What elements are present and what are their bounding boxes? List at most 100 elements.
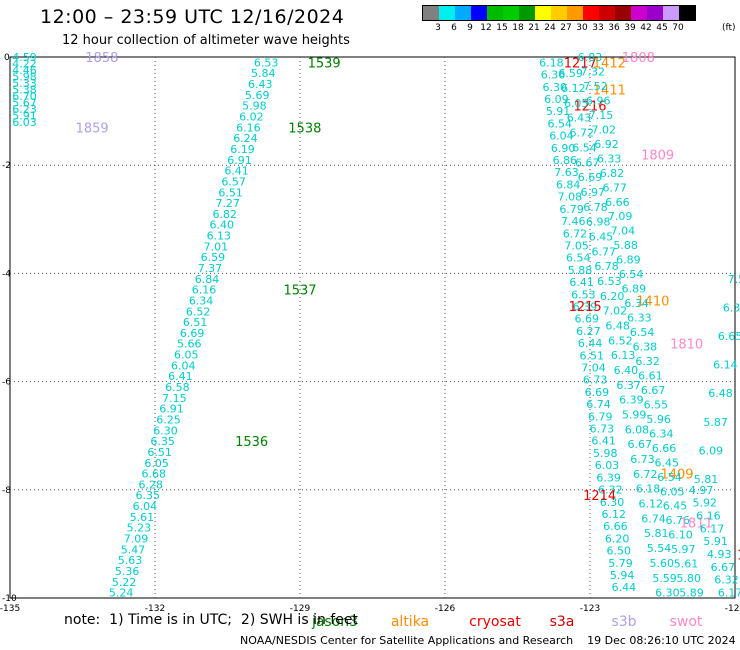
wave-height-value: 7.46: [561, 215, 586, 228]
pass-time-label: 1217: [564, 56, 597, 71]
legend-s3a: s3a: [550, 614, 575, 630]
pass-time-label: 1858: [85, 51, 118, 66]
pass-time-label: 1412: [593, 56, 626, 71]
wave-height-value: 5.80: [677, 572, 702, 585]
wave-height-value: 6.33: [597, 152, 622, 165]
wave-height-value: 6.67: [575, 156, 600, 169]
wave-height-value: 6.18: [539, 56, 564, 69]
wave-height-value: 5.88: [568, 264, 593, 277]
colorbar-swatch: [439, 6, 455, 20]
y-tick-label: -4: [2, 269, 11, 279]
legend-s3b: s3b: [611, 614, 636, 630]
wave-height-value: 7.15: [162, 392, 187, 405]
wave-height-value: 6.82: [212, 208, 237, 221]
wave-height-value: 6.34: [649, 427, 674, 440]
chart-title: 12:00 – 23:59 UTC 12/16/2024: [40, 6, 345, 28]
colorbar-tick-label: 3: [435, 23, 441, 33]
wave-height-value: 6.20: [605, 532, 630, 545]
wave-height-value: 6.66: [603, 520, 628, 533]
wave-height-value: 5.63: [118, 554, 143, 567]
wave-height-value: 6.05: [660, 485, 685, 498]
y-tick-label: -8: [2, 486, 11, 496]
credit-text: NOAA/NESDIS Center for Satellite Applica…: [240, 634, 736, 647]
wave-height-value: 6.54: [657, 471, 682, 484]
wave-height-value: 7.27: [215, 197, 240, 210]
wave-height-value: 6.61: [638, 369, 663, 382]
wave-height-value: 6.53: [597, 275, 622, 288]
wave-height-value: 6.74: [641, 512, 666, 525]
wave-height-value: 5.24: [109, 587, 134, 600]
wave-height-value: 6.17: [718, 587, 740, 600]
colorbar-tick-label: 36: [608, 23, 620, 33]
pass-time-label: 1537: [283, 284, 316, 299]
wave-height-value: 6.28: [139, 478, 164, 491]
y-tick-label: -10: [2, 594, 17, 604]
wave-height-value: 6.41: [569, 276, 594, 289]
wave-height-value: 6.96: [586, 94, 611, 107]
wave-height-value: 6.13: [207, 230, 232, 243]
x-tick-label: -135: [0, 604, 20, 614]
wave-height-value: 4.59: [12, 51, 37, 64]
pass-time-label: 1411: [593, 83, 626, 98]
wave-height-value: 6.32: [635, 355, 660, 368]
wave-height-value: 5.22: [112, 576, 137, 589]
wave-height-value: 6.67: [641, 384, 666, 397]
colorbar-tick-label: 39: [624, 23, 636, 33]
colorbar-swatches: [422, 5, 696, 21]
note-text: note: 1) Time is in UTC; 2) SWH is in fe…: [64, 612, 358, 628]
wave-height-value: 5.66: [177, 338, 202, 351]
wave-height-value: 6.84: [195, 273, 220, 286]
wave-height-value: 6.45: [589, 230, 614, 243]
wave-height-value: 6.16: [192, 284, 217, 297]
wave-height-value: 4.93: [707, 548, 732, 561]
wave-height-value: 6.69: [574, 313, 599, 326]
wave-height-value: 7.09: [608, 210, 633, 223]
wave-height-value: 6.48: [605, 319, 630, 332]
wave-height-value: 5.33: [12, 77, 37, 90]
wave-height-value: 6.69: [578, 171, 603, 184]
wave-height-value: 6.04: [549, 130, 574, 143]
wave-height-value: 6.36: [541, 69, 566, 82]
legend-cryosat: cryosat: [469, 614, 521, 630]
wave-height-value: 6.57: [221, 175, 246, 188]
colorbar-tick-label: 15: [496, 23, 508, 33]
wave-height-value: 6.03: [595, 459, 620, 472]
colorbar-tick-label: 30: [576, 23, 588, 33]
wave-height-value: 6.37: [616, 379, 641, 392]
wave-height-value: 6.30: [723, 301, 740, 314]
wave-height-value: 7.32: [580, 65, 605, 78]
wave-height-value: 6.39: [596, 471, 621, 484]
wave-height-value: 5.36: [115, 565, 140, 578]
wave-height-value: 6.43: [567, 112, 592, 125]
pass-time-label: 1409: [660, 468, 693, 483]
wave-height-value: 6.91: [159, 403, 184, 416]
wave-height-value: 6.17: [700, 522, 725, 535]
colorbar-swatch: [487, 6, 503, 20]
colorbar-labels: (ft) 3 6 9 12 15 18 21 24 27 30 33 36 39 42 45 70: [422, 21, 735, 33]
wave-height-value: 5.61: [130, 511, 155, 524]
wave-height-value: 6.84: [556, 178, 581, 191]
wave-height-value: 6.12: [639, 498, 664, 511]
colorbar-tick-label: 42: [640, 23, 652, 33]
wave-height-value: 7.09: [124, 532, 149, 545]
wave-height-value: 6.40: [614, 364, 639, 377]
wave-height-value: 6.18: [636, 483, 661, 496]
pass-time-label: 1811: [680, 516, 713, 531]
wave-height-value: 6.73: [583, 374, 608, 387]
wave-height-value: 6.54: [566, 252, 591, 265]
x-tick-label: -126: [435, 604, 456, 614]
wave-height-value: 6.86: [553, 154, 578, 167]
y-tick-label: -6: [2, 378, 11, 388]
colorbar-tick-label: 12: [480, 23, 492, 33]
wave-height-value: 6.90: [551, 142, 576, 155]
wave-height-value: 6.41: [168, 370, 193, 383]
wave-height-value: 5.61: [674, 558, 699, 571]
colorbar-swatch: [647, 6, 663, 20]
wave-height-value: 5.47: [121, 543, 146, 556]
wave-height-value: 6.78: [583, 201, 608, 214]
wave-height-value: 6.44: [578, 337, 603, 350]
wave-height-value: 6.05: [174, 349, 199, 362]
wave-height-value: 6.27: [576, 325, 601, 338]
wave-height-value: 6.79: [588, 410, 613, 423]
pass-time-label: 1539: [308, 56, 341, 71]
